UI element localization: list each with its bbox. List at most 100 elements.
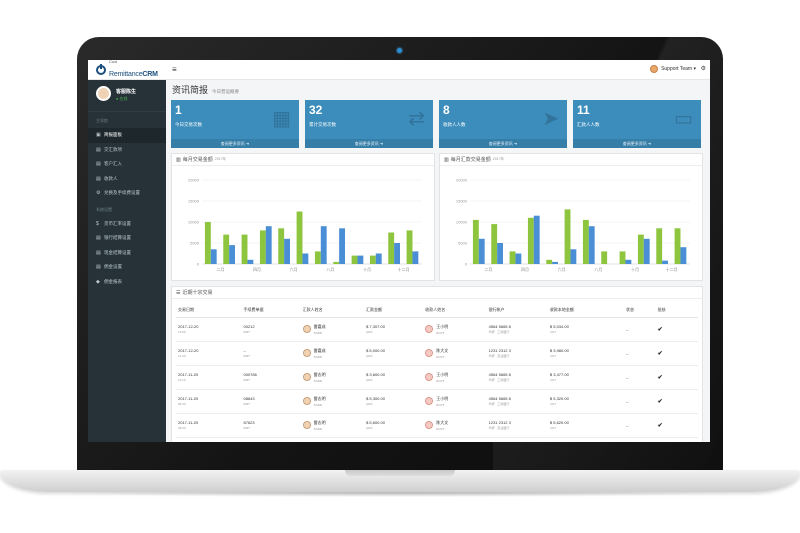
bar[interactable] <box>296 211 303 265</box>
bar[interactable] <box>491 224 498 264</box>
bar[interactable] <box>674 228 681 264</box>
bar[interactable] <box>241 234 248 264</box>
bar[interactable] <box>637 234 644 264</box>
column-header[interactable]: 收款人姓名 <box>423 303 487 318</box>
kpi-card-3[interactable]: 8 收款人人数 ➤ 查阅更多资讯 ➜ <box>439 100 567 148</box>
cell-sender-main[interactable]: 雷嘉成 <box>313 347 326 353</box>
cell-recipient-main[interactable]: 王小明 <box>436 323 449 329</box>
bar[interactable] <box>351 255 358 264</box>
support-team-menu[interactable]: Support Team ▾ <box>650 65 696 73</box>
bar[interactable] <box>278 228 285 264</box>
bar[interactable] <box>265 226 272 264</box>
kpi-more-link[interactable]: 查阅更多资讯 ➜ <box>573 139 701 148</box>
bar[interactable] <box>588 226 595 264</box>
cell-account-sub: 华侨 · 工商银行 <box>488 402 510 406</box>
bar[interactable] <box>472 219 479 264</box>
bar[interactable] <box>314 251 321 264</box>
sidebar-setting-1[interactable]: $ 货币汇率设置 <box>88 217 166 232</box>
sidebar-toggle-icon[interactable]: ≡ <box>172 65 177 74</box>
table-row[interactable]: 2017-11-20 09:00 87623 RMT 雷志明 SNDR $ 5,600.00… <box>176 413 698 438</box>
bar[interactable] <box>533 215 540 264</box>
cell-sender-main[interactable]: 雷嘉成 <box>313 323 326 329</box>
kpi-more-link[interactable]: 查阅更多资讯 ➜ <box>305 139 433 148</box>
column-header[interactable]: 批核 <box>655 303 698 318</box>
bar[interactable] <box>515 253 522 265</box>
bar[interactable] <box>320 226 327 264</box>
bar[interactable] <box>582 219 589 264</box>
column-header[interactable]: 收款本地金额 <box>547 303 624 318</box>
table-row[interactable]: 2017-11-20 10:15 000786 RMT 雷志明 SNDR $ 3,600.0… <box>176 365 698 390</box>
bar[interactable] <box>406 230 413 264</box>
cell-sender-main[interactable]: 雷志明 <box>313 419 326 425</box>
bar[interactable] <box>662 260 668 264</box>
check-icon[interactable]: ✔ <box>657 422 663 429</box>
check-icon[interactable]: ✔ <box>657 374 663 381</box>
cell-recipient-main[interactable]: 王小明 <box>436 395 449 401</box>
bar[interactable] <box>601 251 608 264</box>
bar[interactable] <box>375 253 382 265</box>
bar[interactable] <box>247 259 254 264</box>
bar[interactable] <box>357 255 364 264</box>
check-icon[interactable]: ✔ <box>657 326 663 333</box>
bar[interactable] <box>259 230 266 264</box>
bar[interactable] <box>223 234 230 264</box>
bar[interactable] <box>339 228 345 264</box>
bar[interactable] <box>412 251 419 264</box>
bar[interactable] <box>564 209 571 264</box>
table-row[interactable]: 2017-12-20 13:05 00212 RMT 雷嘉成 SNDR $ 7,307.00… <box>176 317 698 342</box>
sidebar-setting-5[interactable]: ◆ 佣金报表 <box>88 275 166 290</box>
check-icon[interactable]: ✔ <box>657 350 663 357</box>
column-header[interactable]: 状态 <box>623 303 656 318</box>
cell-account-main: 1231 2312 3 <box>488 348 511 353</box>
sidebar-setting-4[interactable]: ▤ 佣金设置 <box>88 260 166 275</box>
bar[interactable] <box>497 243 503 264</box>
bar[interactable] <box>210 249 217 264</box>
settings-gear-icon[interactable]: ⚙ <box>700 66 706 72</box>
kpi-card-4[interactable]: 11 汇款人人数 ▭ 查阅更多资讯 ➜ <box>573 100 701 148</box>
column-header[interactable]: 手续费单据 <box>241 303 301 318</box>
sidebar-item-2[interactable]: ▤ 交汇款项 <box>88 143 166 158</box>
bar[interactable] <box>204 222 211 264</box>
cell-sender-main[interactable]: 雷志明 <box>313 371 326 377</box>
kpi-card-1[interactable]: 1 今日交易次数 ▦ 查阅更多资讯 ➜ <box>171 100 299 148</box>
bar[interactable] <box>656 228 663 264</box>
bar[interactable] <box>478 238 485 264</box>
sidebar-setting-3[interactable]: ▤ 现金结算设置 <box>88 246 166 261</box>
column-header[interactable]: 汇款人姓名 <box>300 303 365 318</box>
app-logo[interactable]: Cool RemittanceCRM <box>88 60 166 80</box>
bar[interactable] <box>333 261 340 264</box>
sidebar-item-5[interactable]: ⚙ 兑换及手续费设置 <box>88 186 166 201</box>
check-icon[interactable]: ✔ <box>657 398 663 405</box>
bar[interactable] <box>302 253 309 265</box>
bar[interactable] <box>619 251 626 264</box>
bar[interactable] <box>509 251 516 264</box>
bar[interactable] <box>546 259 553 264</box>
cell-sender-main[interactable]: 雷志明 <box>313 395 326 401</box>
sidebar-item-1[interactable]: ▣ 简报面板 <box>88 128 166 143</box>
kpi-more-link[interactable]: 查阅更多资讯 ➜ <box>171 139 299 148</box>
column-header[interactable]: 交易日期 <box>176 303 242 318</box>
bar[interactable] <box>388 232 395 265</box>
kpi-card-2[interactable]: 32 累计交易次数 ⇄ 查阅更多资讯 ➜ <box>305 100 433 148</box>
bar[interactable] <box>369 255 376 264</box>
bar[interactable] <box>643 238 650 264</box>
sidebar-setting-2[interactable]: ▤ 银行结算设置 <box>88 231 166 246</box>
bar[interactable] <box>552 261 558 264</box>
cell-recipient-main[interactable]: 陈大文 <box>436 347 449 353</box>
sidebar-item-4[interactable]: ▤ 收款人 <box>88 172 166 187</box>
column-header[interactable]: 银行帐户 <box>486 303 548 318</box>
bar[interactable] <box>527 217 534 264</box>
cell-recipient-main[interactable]: 王小明 <box>436 371 449 377</box>
bar[interactable] <box>570 249 577 264</box>
kpi-more-link[interactable]: 查阅更多资讯 ➜ <box>439 139 567 148</box>
bar[interactable] <box>284 238 290 264</box>
bar[interactable] <box>229 245 235 264</box>
table-row[interactable]: 2017-12-20 12:40– RMT 雷嘉成 SNDR $ 5,000.00 HKD 陈… <box>176 341 698 366</box>
cell-recipient-main[interactable]: 陈大文 <box>436 419 449 425</box>
sidebar-item-3[interactable]: ▤ 客户汇入 <box>88 157 166 172</box>
bar[interactable] <box>394 243 400 264</box>
table-row[interactable]: 2017-11-20 09:30 08643 RMT 雷志明 SNDR $ 5,300.00… <box>176 389 698 414</box>
column-header[interactable]: 汇款金额 <box>364 303 424 318</box>
bar[interactable] <box>680 247 687 264</box>
bar[interactable] <box>625 259 632 264</box>
